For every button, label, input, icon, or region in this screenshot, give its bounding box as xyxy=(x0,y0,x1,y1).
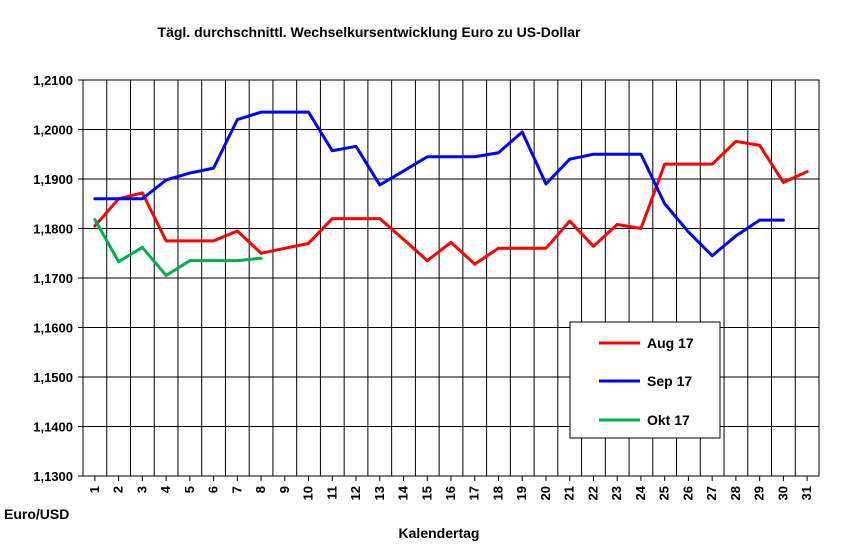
x-tick-label-26: 27 xyxy=(704,486,719,500)
y-tick-label-2: 1,1500 xyxy=(33,370,73,385)
x-tick-label-4: 5 xyxy=(182,486,197,493)
x-tick-label-5: 6 xyxy=(206,486,221,493)
x-tick-label-0: 1 xyxy=(87,486,102,493)
x-tick-label-10: 11 xyxy=(324,486,339,500)
x-tick-label-7: 8 xyxy=(253,486,268,493)
series-line-1 xyxy=(93,110,785,258)
x-tick-label-23: 24 xyxy=(633,485,648,500)
y-tick-label-5: 1,1800 xyxy=(33,222,73,237)
x-tick-label-30: 31 xyxy=(799,486,814,500)
x-tick-label-2: 3 xyxy=(134,486,149,493)
x-tick-label-24: 25 xyxy=(657,486,672,500)
chart-title: Tägl. durchschnittl. Wechselkursentwickl… xyxy=(158,24,581,40)
x-tick-label-15: 16 xyxy=(443,486,458,500)
x-tick-label-17: 18 xyxy=(490,486,505,500)
x-tick-label-27: 28 xyxy=(728,486,743,500)
x-tick-label-25: 26 xyxy=(680,486,695,500)
legend: Aug 17 Sep 17 Okt 17 xyxy=(569,321,721,439)
x-tick-label-1: 2 xyxy=(111,486,126,493)
x-axis-label: Kalendertag xyxy=(399,525,480,541)
x-axis-ticks: 1 2 3 4 5 6 7 8 9 10 11 12 13 14 15 16 17 18 19 20 21 22 23 24 2… xyxy=(87,476,814,500)
series-line-0 xyxy=(93,139,809,266)
x-tick-label-29: 30 xyxy=(775,486,790,500)
legend-label-okt: Okt 17 xyxy=(647,412,690,428)
x-tick-label-22: 23 xyxy=(609,486,624,500)
x-tick-label-18: 19 xyxy=(514,486,529,500)
x-tick-label-8: 9 xyxy=(277,486,292,493)
x-tick-label-14: 15 xyxy=(419,486,434,500)
y-tick-label-1: 1,1400 xyxy=(33,420,73,435)
y-tick-label-3: 1,1600 xyxy=(33,321,73,336)
x-tick-label-21: 22 xyxy=(585,486,600,500)
x-tick-label-19: 20 xyxy=(538,486,553,500)
y-tick-label-7: 1,2000 xyxy=(33,123,73,138)
x-tick-label-13: 14 xyxy=(396,485,411,500)
x-tick-label-12: 13 xyxy=(372,486,387,500)
series-line-2 xyxy=(93,218,263,278)
legend-label-aug: Aug 17 xyxy=(647,335,694,351)
grid-lines xyxy=(83,79,819,477)
y-tick-label-0: 1,1300 xyxy=(33,469,73,484)
x-tick-label-11: 12 xyxy=(348,486,363,500)
y-axis-ticks: 1,1300 1,1400 1,1500 1,1600 1,1700 1,1800 1,19… xyxy=(33,73,83,484)
y-tick-label-8: 1,2100 xyxy=(33,73,73,88)
x-tick-label-28: 29 xyxy=(752,486,767,500)
legend-label-sep: Sep 17 xyxy=(647,373,692,389)
x-tick-label-20: 21 xyxy=(562,486,577,500)
y-tick-label-6: 1,1900 xyxy=(33,172,73,187)
y-axis-label: Euro/USD xyxy=(4,506,69,522)
legend-box xyxy=(569,321,721,439)
x-tick-label-9: 10 xyxy=(301,486,316,500)
series-lines xyxy=(93,110,809,278)
x-tick-label-16: 17 xyxy=(467,486,482,500)
x-tick-label-3: 4 xyxy=(158,485,173,493)
x-tick-label-6: 7 xyxy=(229,486,244,493)
y-tick-label-4: 1,1700 xyxy=(33,271,73,286)
